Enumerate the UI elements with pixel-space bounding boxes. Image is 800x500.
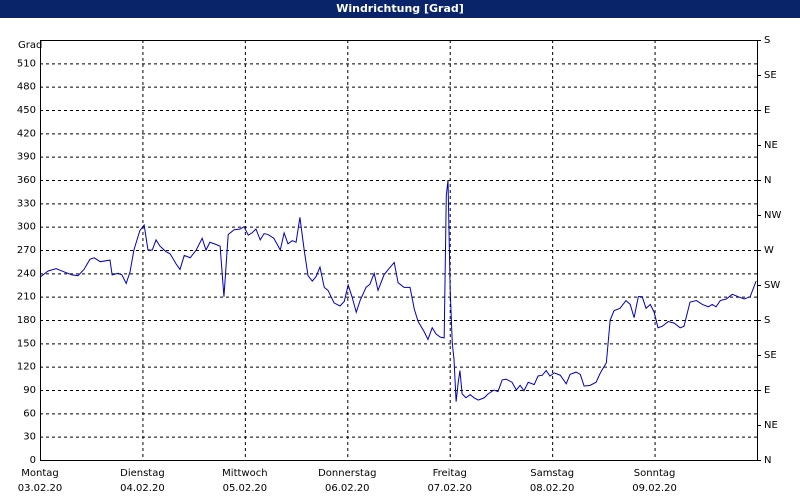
y-tick-label: 180 [17,315,36,326]
y-tick-label: 60 [23,408,36,419]
y2-tick-label: W [764,245,774,256]
y-tick-label: 450 [17,105,36,116]
y-tick-label: 120 [17,362,36,373]
x-tick-date: 03.02.20 [18,483,63,494]
y-axis-label: Grad [18,40,42,51]
y-tick-label: 150 [17,338,36,349]
y-tick-label: 420 [17,128,36,139]
x-tick-date: 07.02.20 [427,483,472,494]
y2-tick-label: N [764,455,771,466]
x-tick-date: 05.02.20 [223,483,268,494]
x-tick-label: Samstag [530,468,574,479]
y2-tick-label: NW [764,210,781,221]
y-tick-label: 480 [17,82,36,93]
y2-tick-label: E [764,105,770,116]
y2-tick-label: S [764,315,770,326]
x-tick-date: 08.02.20 [530,483,575,494]
y-tick-label: 510 [17,58,36,69]
y2-tick-label: SE [764,350,777,361]
y-tick-label: 90 [23,385,36,396]
y-tick-label: 390 [17,152,36,163]
y-tick-label: 270 [17,245,36,256]
y-tick-label: 360 [17,175,36,186]
y-tick-label: 0 [30,455,36,466]
y-tick-label: 330 [17,198,36,209]
x-tick-label: Dienstag [120,468,165,479]
y2-tick-label: NE [764,140,778,151]
x-tick-label: Freitag [433,468,467,479]
x-tick-date: 04.02.20 [120,483,165,494]
y-tick-label: 300 [17,222,36,233]
x-tick-label: Mittwoch [222,468,267,479]
y2-tick-label: SE [764,70,777,81]
x-tick-date: 09.02.20 [632,483,677,494]
y-tick-label: 210 [17,292,36,303]
y2-tick-label: NE [764,420,778,431]
y2-tick-label: E [764,385,770,396]
y2-tick-label: S [764,35,770,46]
x-tick-label: Sonntag [634,468,676,479]
y-tick-label: 240 [17,268,36,279]
y2-tick-label: SW [764,280,780,291]
title-bar [0,0,800,18]
y-tick-label: 30 [23,432,36,443]
chart-title: Windrichtung [Grad] [336,2,464,15]
x-tick-label: Donnerstag [318,468,376,479]
x-tick-date: 06.02.20 [325,483,370,494]
y2-tick-label: N [764,175,771,186]
data-line [39,179,757,402]
x-tick-label: Montag [21,468,58,479]
